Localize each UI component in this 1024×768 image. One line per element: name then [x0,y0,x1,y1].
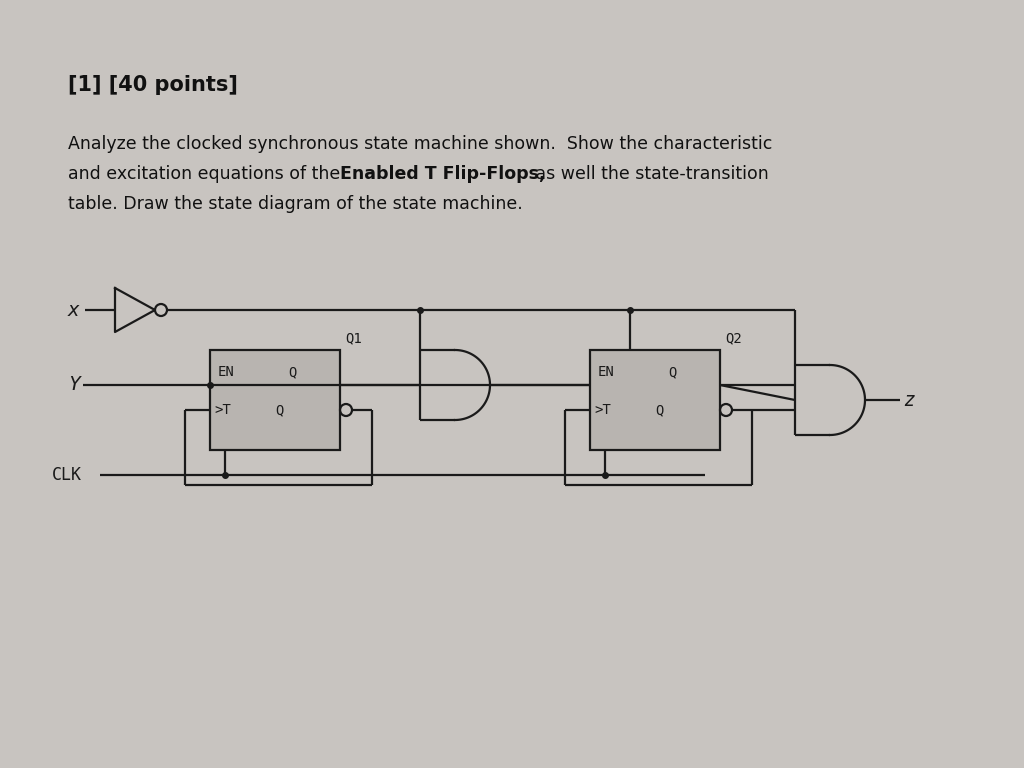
Text: CLK: CLK [52,466,82,484]
Text: and excitation equations of the: and excitation equations of the [68,165,346,183]
Text: Analyze the clocked synchronous state machine shown.  Show the characteristic: Analyze the clocked synchronous state ma… [68,135,772,153]
Text: Q2: Q2 [725,331,741,345]
Text: table. Draw the state diagram of the state machine.: table. Draw the state diagram of the sta… [68,195,522,213]
FancyBboxPatch shape [590,350,720,450]
Text: Q: Q [288,365,296,379]
Text: Q: Q [668,365,677,379]
Text: as well the state-transition: as well the state-transition [530,165,769,183]
Text: >T: >T [594,403,610,417]
Text: Q: Q [655,403,664,417]
Text: [1] [40 points]: [1] [40 points] [68,75,238,95]
Text: x: x [68,300,80,319]
Text: Y: Y [68,376,80,395]
Text: EN: EN [598,365,614,379]
FancyBboxPatch shape [210,350,340,450]
Text: Q1: Q1 [345,331,361,345]
Text: >T: >T [214,403,230,417]
Text: EN: EN [218,365,234,379]
Text: Q: Q [275,403,284,417]
Text: z: z [903,390,914,409]
Text: Enabled T Flip-Flops,: Enabled T Flip-Flops, [340,165,546,183]
